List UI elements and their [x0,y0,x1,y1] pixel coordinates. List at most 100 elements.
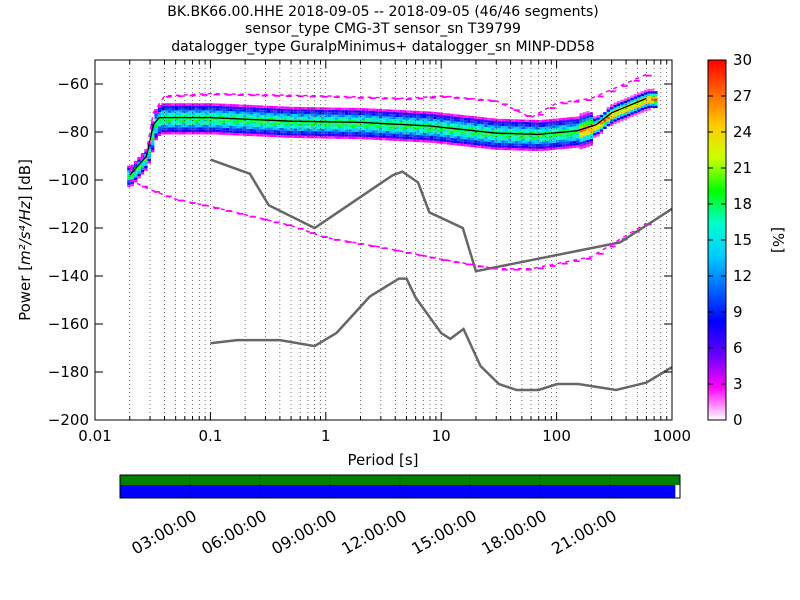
heatmap-cell [446,125,451,128]
heatmap-cell [280,106,284,109]
heatmap-cell [647,100,651,104]
heatmap-cell [392,116,396,120]
heatmap-cell [467,130,471,133]
heatmap-cell [161,124,165,128]
heatmap-cell [627,101,631,105]
heatmap-cell [246,131,250,134]
heatmap-cell [491,125,495,128]
heatmap-cell [429,140,434,143]
heatmap-cell [256,114,260,118]
heatmap-cell [219,113,223,116]
heatmap-cell [548,133,553,136]
heatmap-cell [389,133,393,136]
heatmap-cell [389,128,393,132]
heatmap-cell [392,133,396,136]
heatmap-cell [633,103,638,106]
heatmap-cell [582,124,587,127]
heatmap-cell [586,111,590,114]
heatmap-cell [358,129,362,132]
heatmap-cell [484,129,488,132]
heatmap-cell [239,133,243,136]
heatmap-cell [310,128,315,132]
heatmap-cell [249,124,253,127]
heatmap-cell [219,103,223,106]
heatmap-cell [460,114,464,118]
heatmap-cell [514,148,519,151]
heatmap-cell [188,120,192,123]
heatmap-cell [440,136,444,140]
heatmap-cell [310,119,315,122]
heatmap-cell [582,133,587,137]
heatmap-cell [237,94,244,96]
heatmap-cell [419,132,423,136]
heatmap-cell [365,132,369,135]
heatmap-cell [497,145,502,148]
heatmap-cell [457,114,461,117]
heatmap-cell [205,108,209,111]
heatmap-cell [263,132,267,135]
heatmap-cell [185,105,189,108]
heatmap-cell [276,130,281,133]
heatmap-cell [382,111,386,114]
heatmap-cell [188,115,192,118]
heatmap-cell [300,131,304,134]
heatmap-cell [276,135,281,138]
heatmap-cell [375,123,379,126]
heatmap-cell [450,133,454,136]
heatmap-cell [497,135,502,138]
heatmap-cell [198,103,202,106]
heatmap-cell [392,126,396,129]
heatmap-cell [538,134,542,137]
heatmap-cell [174,124,179,128]
heatmap-cell [633,113,638,116]
mode-line [129,97,647,176]
heatmap-cell [480,143,485,146]
heatmap-cell [168,122,172,125]
heatmap-cell [467,142,471,145]
heatmap-cell [518,145,522,149]
heatmap-cell [412,129,417,133]
heatmap-cell [168,105,172,108]
heatmap-cell [576,130,580,134]
heatmap-cell [446,127,451,131]
heatmap-cell [555,142,559,145]
heatmap-cell [215,115,219,118]
heatmap-cell [630,100,634,103]
heatmap-cell [249,131,253,134]
heatmap-cell [321,109,325,113]
heatmap-cell [633,106,638,109]
heatmap-cell [215,127,219,130]
heatmap-cell [501,140,505,143]
heatmap-cell [552,140,556,143]
heatmap-cell [344,131,349,135]
heatmap-cell [236,116,240,119]
heatmap-cell [236,109,240,112]
heatmap-cell [280,108,284,112]
heatmap-cell [385,111,389,115]
heatmap-cell [280,113,284,116]
heatmap-cell [501,133,505,136]
heatmap-cell [467,137,471,140]
heatmap-cell [293,121,298,124]
heatmap-cell [273,115,277,118]
heatmap-cell [440,112,444,116]
heatmap-cell [412,115,417,118]
heatmap-cell [402,139,406,142]
heatmap-cell [341,124,345,127]
heatmap-cell [283,128,287,131]
heatmap-cell [423,111,427,114]
heatmap-cell [487,117,491,121]
heatmap-cell [613,114,617,117]
heatmap-cell [450,123,454,126]
heatmap-cell [338,134,342,137]
heatmap-cell [185,120,189,123]
heatmap-cell [266,105,270,109]
heatmap-cell [640,105,644,108]
heatmap-cell [569,133,573,137]
heatmap-cell [399,134,403,137]
heatmap-cell [426,125,430,129]
heatmap-cell [317,133,321,137]
heatmap-cell [457,138,461,141]
heatmap-cell [582,119,587,122]
